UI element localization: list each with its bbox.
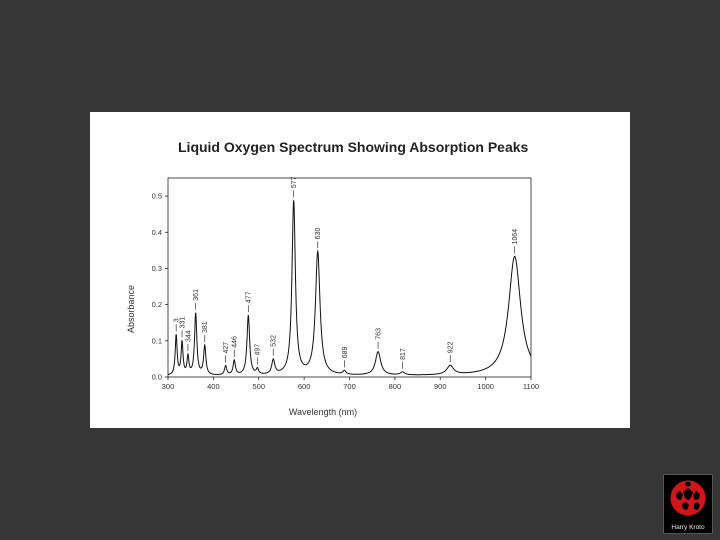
peak-label: 427	[223, 342, 230, 354]
peak-label: 763	[375, 328, 382, 340]
x-axis-title: Wavelength (nm)	[289, 407, 357, 417]
x-tick-label: 500	[252, 382, 265, 391]
chart-title: Liquid Oxygen Spectrum Showing Absorptio…	[178, 139, 529, 155]
spectrum-line	[167, 200, 532, 376]
x-tick-label: 1000	[477, 382, 494, 391]
absorption-spectrum-chart: Liquid Oxygen Spectrum Showing Absorptio…	[126, 139, 540, 417]
y-axis-title: Absorbance	[126, 285, 136, 333]
x-tick-label: 900	[434, 382, 447, 391]
peak-label: 344	[185, 330, 192, 342]
buckyball-c60-icon	[669, 479, 707, 517]
y-tick-label: 0.1	[152, 336, 162, 345]
x-tick-label: 800	[389, 382, 402, 391]
peak-label: 477	[246, 291, 253, 303]
x-tick-label: 300	[162, 382, 175, 391]
spectrum-figure: Liquid Oxygen Spectrum Showing Absorptio…	[90, 112, 630, 428]
logo-caption: Harry Kroto	[671, 524, 705, 531]
x-tick-label: 400	[207, 382, 220, 391]
peak-label: 577	[291, 176, 298, 188]
y-tick-label: 0.4	[152, 228, 162, 237]
y-tick-label: 0.2	[152, 300, 162, 309]
peak-label: 689	[342, 346, 349, 358]
y-tick-label: 0.0	[152, 373, 162, 382]
peak-label: 331	[179, 317, 186, 329]
peak-label: 922	[448, 341, 455, 353]
y-tick-label: 0.5	[152, 192, 162, 201]
y-tick-label: 0.3	[152, 264, 162, 273]
peak-label: 361	[193, 289, 200, 301]
harry-kroto-logo: Harry Kroto	[663, 474, 713, 534]
x-tick-label: 700	[343, 382, 356, 391]
peak-label: 446	[232, 336, 239, 348]
axes: 300 400 500 600 700 800 900 1000 1100 0.0 0.1 0.2 0.…	[152, 192, 540, 391]
peak-label: 497	[255, 344, 262, 356]
peak-label: 381	[202, 321, 209, 333]
peak-label: 1064	[512, 229, 519, 245]
peak-label: 532	[271, 335, 278, 347]
x-tick-label: 1100	[523, 382, 539, 391]
x-tick-label: 600	[298, 382, 311, 391]
peak-label: 3	[173, 318, 180, 322]
peak-label: 817	[400, 348, 407, 360]
peak-label: 630	[315, 228, 322, 240]
